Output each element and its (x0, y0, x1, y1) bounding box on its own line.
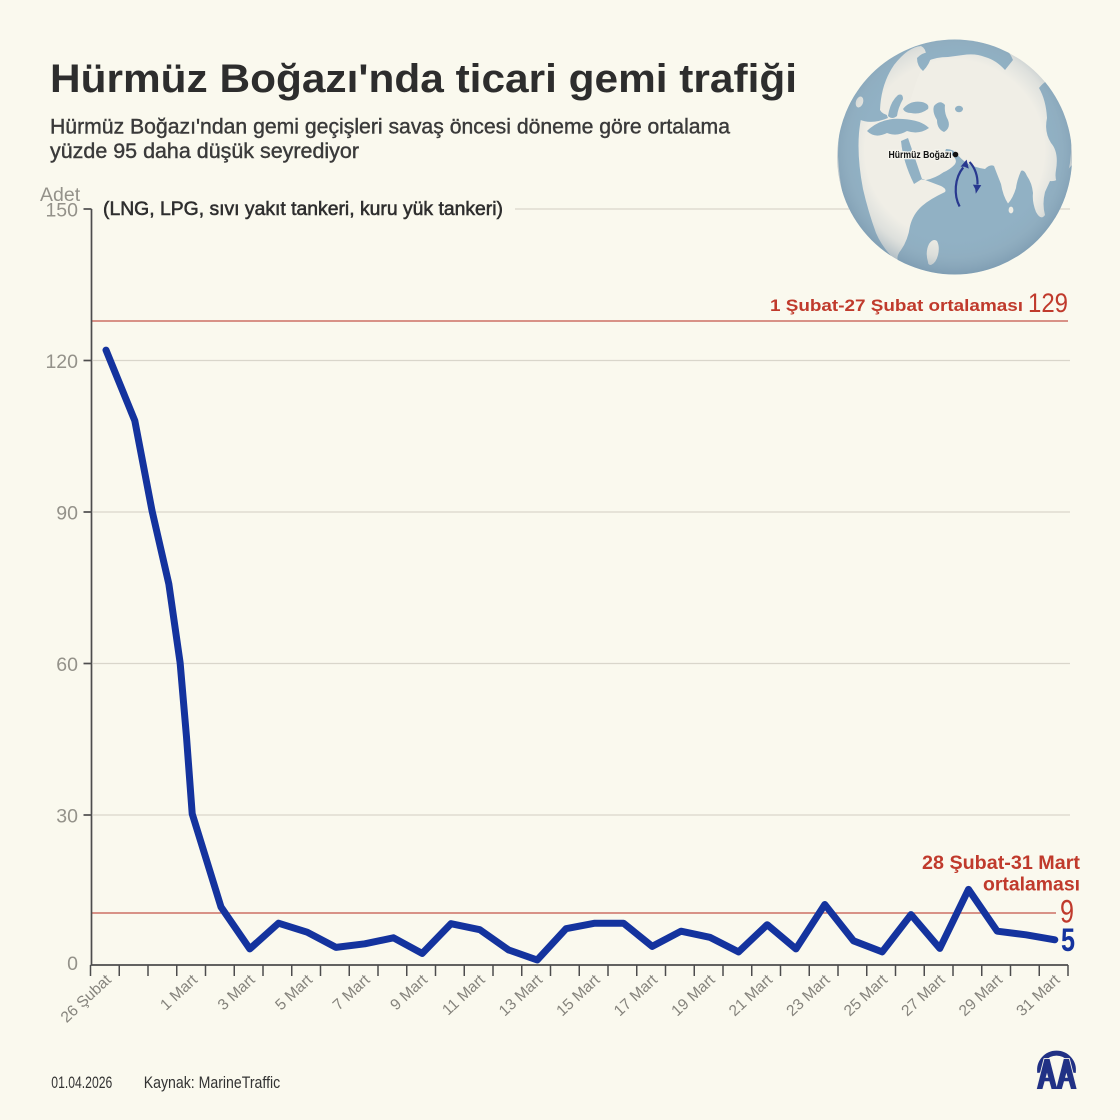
svg-text:150: 150 (45, 200, 78, 222)
svg-text:60: 60 (56, 654, 78, 676)
svg-text:30: 30 (56, 806, 78, 828)
svg-text:01.04.2026: 01.04.2026 (51, 1073, 112, 1092)
svg-text:0: 0 (67, 953, 78, 975)
svg-text:yüzde 95 daha düşük seyrediyor: yüzde 95 daha düşük seyrediyor (50, 140, 359, 163)
svg-text:1 Şubat-27 Şubat ortalaması: 1 Şubat-27 Şubat ortalaması (770, 296, 1023, 315)
svg-text:9: 9 (1060, 894, 1074, 930)
svg-text:Kaynak: MarineTraffic: Kaynak: MarineTraffic (144, 1073, 281, 1092)
svg-text:Adet: Adet (40, 184, 81, 206)
svg-text:Hürmüz Boğazı'nda ticari gemi: Hürmüz Boğazı'nda ticari gemi trafiği (50, 57, 797, 101)
svg-text:Hürmüz Boğazı'ndan gemi geçişl: Hürmüz Boğazı'ndan gemi geçişleri savaş … (50, 116, 730, 139)
svg-text:5: 5 (1061, 922, 1075, 958)
svg-text:Hürmüz Boğazı: Hürmüz Boğazı (889, 149, 952, 161)
svg-text:(LNG, LPG, sıvı yakıt tankeri,: (LNG, LPG, sıvı yakıt tankeri, kuru yük … (103, 198, 503, 220)
svg-text:ortalaması: ortalaması (983, 874, 1080, 896)
svg-text:90: 90 (56, 503, 78, 525)
svg-text:120: 120 (45, 351, 78, 373)
svg-text:28 Şubat-31 Mart: 28 Şubat-31 Mart (922, 852, 1080, 874)
svg-text:129: 129 (1028, 288, 1068, 318)
